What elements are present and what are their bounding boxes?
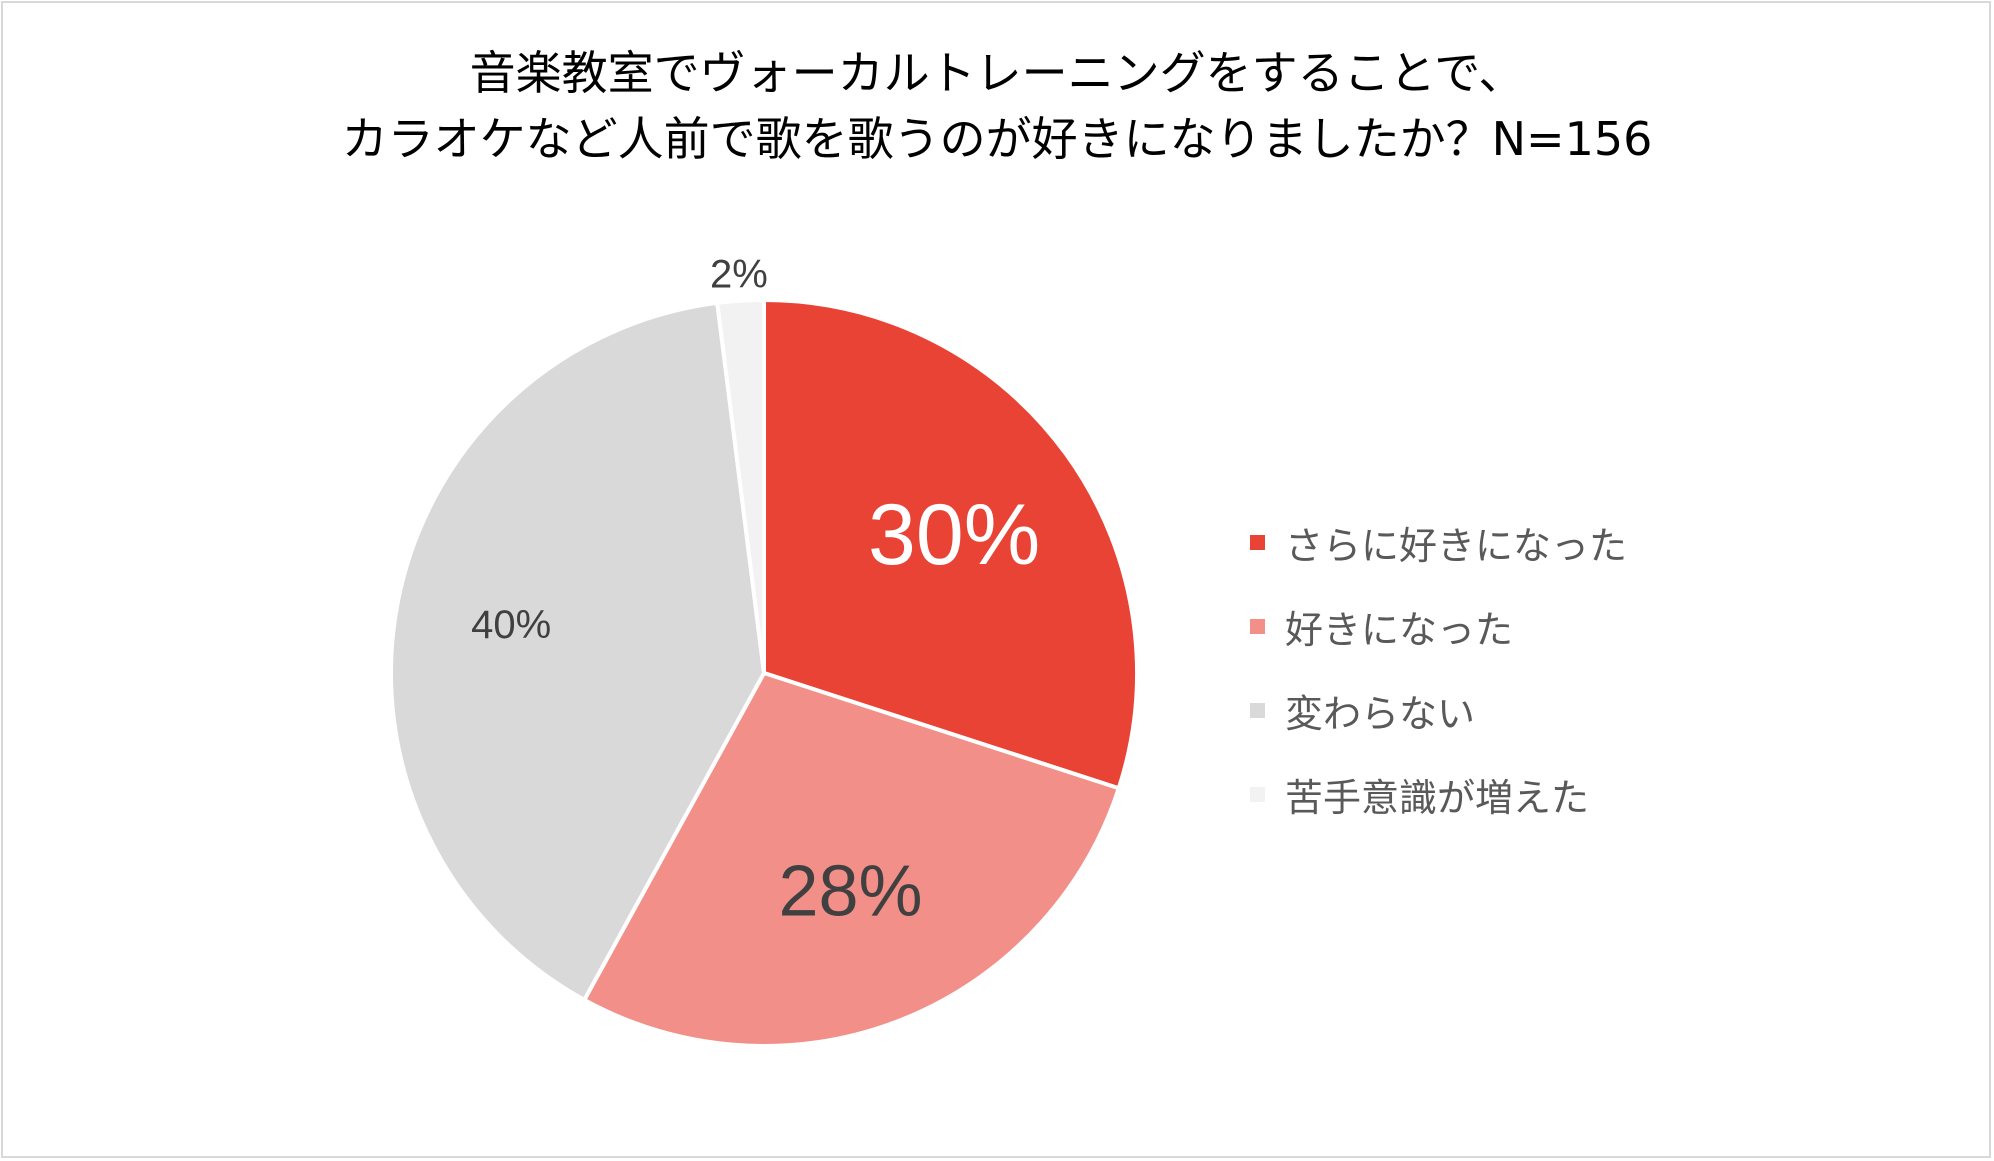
chart-title-line-2: カラオケなど人前で歌を歌うのが好きになりましたか？N=156 [341, 112, 1653, 166]
legend-swatch [1250, 786, 1265, 802]
legend-swatch [1250, 618, 1265, 634]
legend-swatch [1250, 534, 1265, 550]
pie-slice-suki [582, 671, 1121, 1048]
legend-label: さらに好きになった [1285, 523, 1628, 568]
data-label-suki: 28% [778, 851, 922, 931]
data-label-nigate: 2% [710, 253, 768, 297]
legend-item-sarani-suki: さらに好きになった [1250, 500, 1627, 584]
data-label-kawaranai: 40% [471, 603, 551, 647]
legend-label: 苦手意識が増えた [1285, 775, 1590, 820]
legend-swatch [1250, 702, 1265, 718]
chart-legend: さらに好きになった 好きになった 変わらない 苦手意識が増えた [1250, 500, 1627, 836]
pie-slice-sarani-suki [762, 298, 1139, 791]
pie-slice-kawaranai [389, 300, 766, 1002]
data-label-sarani-suki: 30% [868, 487, 1040, 583]
pie-slice-nigate [715, 298, 766, 675]
chart-title: 音楽教室でヴォーカルトレーニングをすることで、 カラオケなど人前で歌を歌うのが好… [0, 40, 1994, 172]
legend-item-suki: 好きになった [1250, 584, 1627, 668]
chart-title-line-1: 音楽教室でヴォーカルトレーニングをすることで、 [469, 46, 1525, 100]
legend-item-kawaranai: 変わらない [1250, 668, 1627, 752]
legend-label: 好きになった [1285, 607, 1514, 652]
legend-item-nigate: 苦手意識が増えた [1250, 752, 1627, 836]
legend-label: 変わらない [1285, 691, 1476, 736]
